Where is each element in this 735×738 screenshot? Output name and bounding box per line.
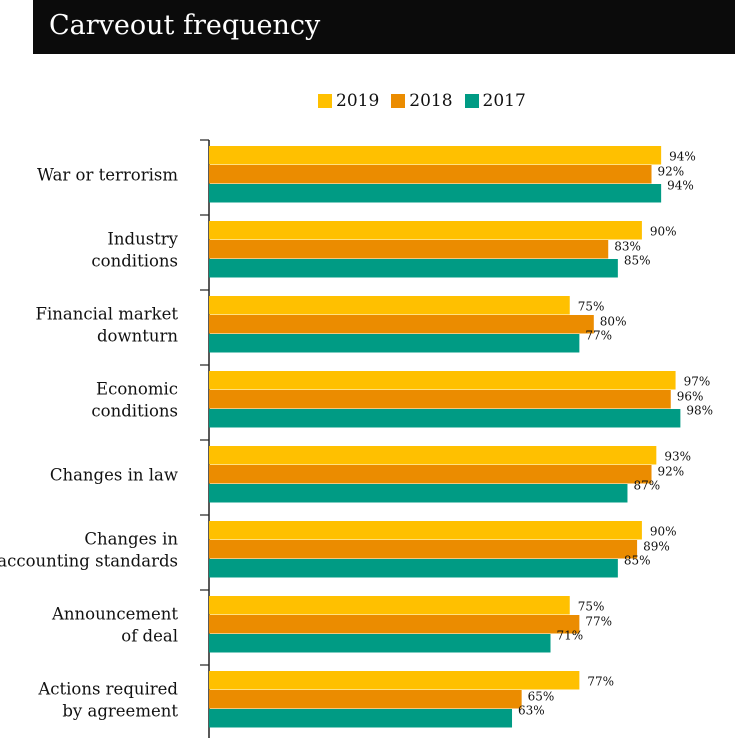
data-label-2018: 77% xyxy=(585,614,612,628)
bar-2019 xyxy=(209,221,642,240)
data-label-2017: 98% xyxy=(686,403,713,417)
category-label: accounting standards xyxy=(0,551,178,570)
bar-2017 xyxy=(209,709,513,728)
legend-label-2018: 2018 xyxy=(409,91,453,111)
category-label: War or terrorism xyxy=(37,165,178,184)
data-label-2019: 94% xyxy=(669,149,696,163)
bar-2017 xyxy=(209,484,628,503)
chart-title: Carveout frequency xyxy=(49,10,321,41)
bar-2018 xyxy=(209,240,609,259)
data-label-2017: 77% xyxy=(585,328,612,342)
legend-item-2017: 2017 xyxy=(464,91,526,111)
legend-label-2019: 2019 xyxy=(336,91,380,111)
data-label-2019: 93% xyxy=(664,449,691,463)
category-label: Actions required xyxy=(37,679,178,698)
bar-2019 xyxy=(209,521,642,540)
bar-2017 xyxy=(209,259,618,278)
legend-item-2019: 2019 xyxy=(318,91,379,111)
data-label-2019: 75% xyxy=(578,599,605,613)
bar-2019 xyxy=(209,446,657,465)
bar-2018 xyxy=(209,690,522,709)
category-label: conditions xyxy=(91,401,178,420)
bar-2018 xyxy=(209,165,652,184)
legend-swatch-2019 xyxy=(318,94,332,108)
category-label: Financial market xyxy=(36,304,179,323)
bar-2017 xyxy=(209,409,681,428)
bar-2018 xyxy=(209,465,652,484)
legend-item-2018: 2018 xyxy=(391,91,453,111)
data-label-2017: 71% xyxy=(557,628,584,642)
bar-2018 xyxy=(209,390,671,409)
legend: 2019 2018 2017 xyxy=(318,90,538,112)
chart-header: Carveout frequency xyxy=(33,0,735,54)
data-label-2019: 75% xyxy=(578,299,605,313)
bar-2018 xyxy=(209,615,580,634)
data-label-2017: 63% xyxy=(518,703,545,717)
bar-2017 xyxy=(209,334,580,353)
bar-2019 xyxy=(209,371,676,390)
bar-2019 xyxy=(209,671,580,690)
bar-2019 xyxy=(209,296,570,315)
bar-2017 xyxy=(209,634,551,653)
bar-2018 xyxy=(209,315,594,334)
legend-swatch-2018 xyxy=(391,94,406,108)
category-label: Economic xyxy=(96,379,178,398)
data-label-2018: 89% xyxy=(643,539,670,553)
data-label-2017: 85% xyxy=(624,253,651,267)
data-label-2018: 96% xyxy=(677,389,704,403)
bar-2017 xyxy=(209,559,618,578)
data-label-2019: 77% xyxy=(587,674,614,688)
bar-2019 xyxy=(209,146,662,165)
data-label-2018: 65% xyxy=(528,689,555,703)
category-label: Changes in law xyxy=(50,465,178,484)
bar-2018 xyxy=(209,540,638,559)
data-label-2018: 92% xyxy=(658,164,685,178)
category-label: downturn xyxy=(97,326,178,345)
data-label-2018: 83% xyxy=(614,239,641,253)
legend-label-2017: 2017 xyxy=(482,91,526,111)
data-label-2017: 94% xyxy=(667,178,694,192)
data-label-2019: 90% xyxy=(650,524,677,538)
data-label-2019: 97% xyxy=(684,374,711,388)
category-label: Changes in xyxy=(84,529,178,548)
data-label-2017: 85% xyxy=(624,553,651,567)
bar-2019 xyxy=(209,596,570,615)
data-label-2017: 87% xyxy=(633,478,660,492)
category-label: conditions xyxy=(91,251,178,270)
category-label: of deal xyxy=(121,626,178,645)
data-label-2018: 80% xyxy=(600,314,627,328)
bar-2017 xyxy=(209,184,662,203)
data-label-2018: 92% xyxy=(658,464,685,478)
category-label: Announcement xyxy=(51,604,178,623)
legend-swatch-2017 xyxy=(464,94,479,108)
data-label-2019: 90% xyxy=(650,224,677,238)
category-label: Industry xyxy=(107,229,178,248)
category-label: by agreement xyxy=(62,701,178,720)
